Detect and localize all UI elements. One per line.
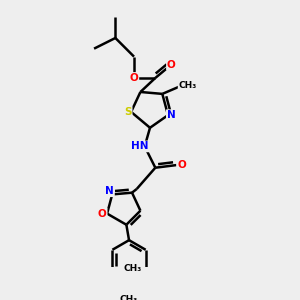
Text: O: O [98,208,107,219]
Text: O: O [177,160,186,170]
Text: S: S [124,107,132,117]
Text: CH₃: CH₃ [120,295,138,300]
Text: O: O [167,60,176,70]
Text: HN: HN [131,141,148,152]
Text: N: N [105,186,114,196]
Text: N: N [167,110,176,120]
Text: CH₃: CH₃ [178,81,197,90]
Text: CH₃: CH₃ [124,265,142,274]
Text: O: O [130,73,138,83]
